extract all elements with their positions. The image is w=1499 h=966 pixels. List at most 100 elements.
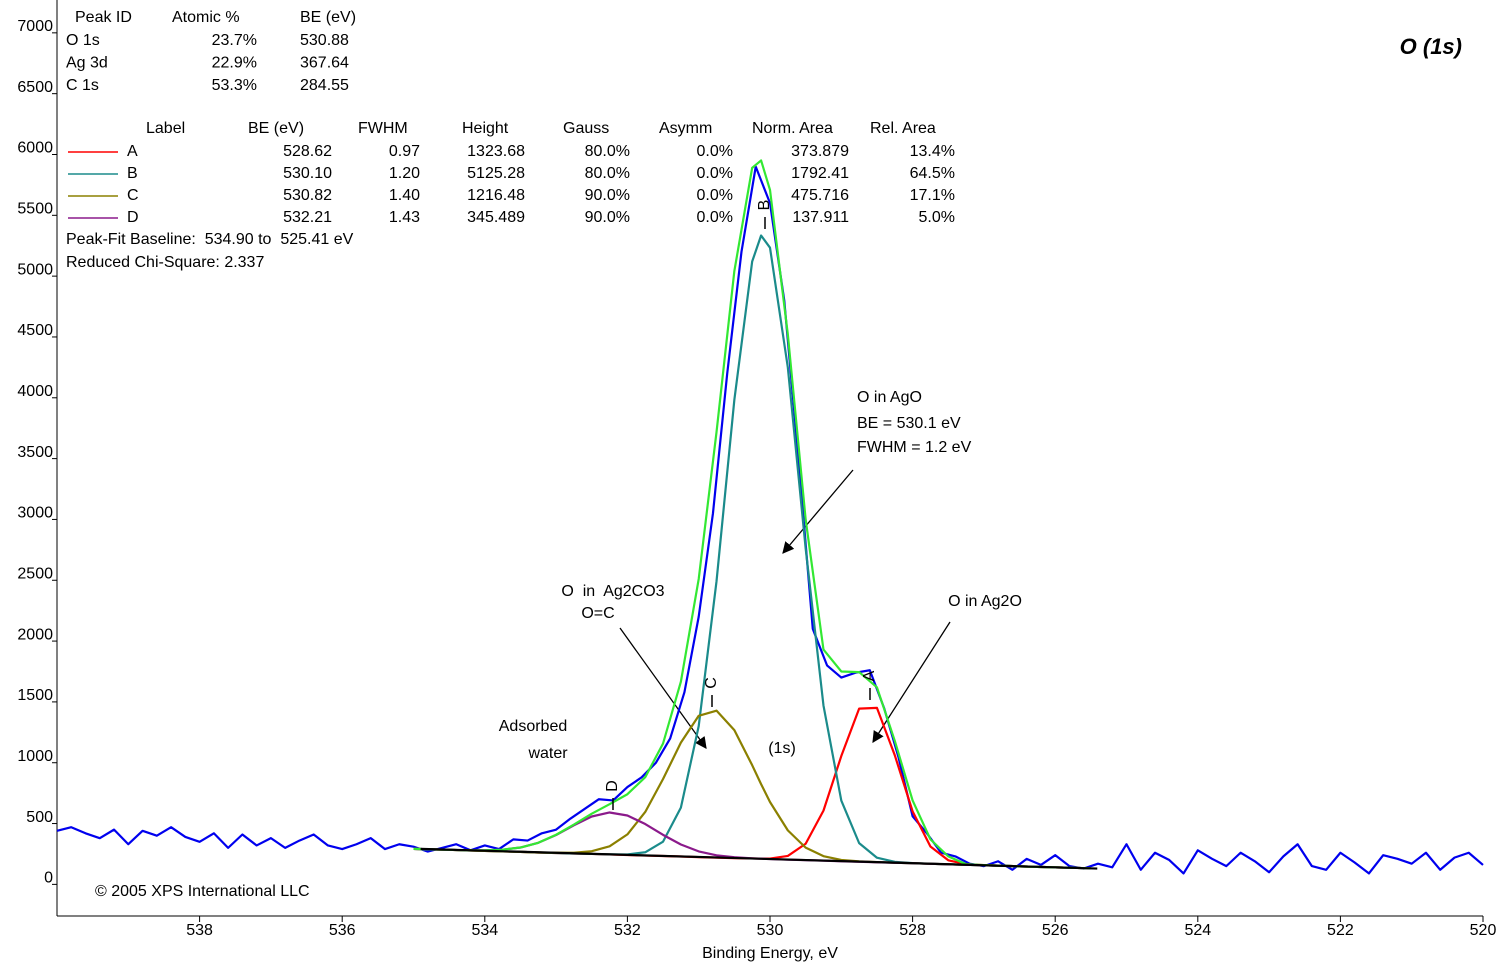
annotation: Adsorbed bbox=[499, 718, 568, 735]
table-cell: 53.3% bbox=[212, 77, 257, 94]
y-tick-label: 2500 bbox=[17, 565, 53, 582]
legend-label: C bbox=[127, 187, 139, 204]
annotation: O in AgO bbox=[857, 389, 922, 406]
y-tick-label: 1500 bbox=[17, 687, 53, 704]
table-cell: 137.911 bbox=[792, 209, 849, 226]
y-tick-label: 5500 bbox=[17, 201, 53, 218]
series-line bbox=[420, 847, 1098, 870]
y-tick-label: 4500 bbox=[17, 322, 53, 339]
annotation-arrow bbox=[872, 621, 951, 743]
annotation: (1s) bbox=[768, 740, 796, 757]
legend-label: D bbox=[127, 209, 139, 226]
annotation: water bbox=[527, 745, 568, 762]
x-tick-label: 530 bbox=[757, 922, 784, 939]
y-tick-label: 4000 bbox=[17, 383, 53, 400]
table-cell: 80.0% bbox=[585, 165, 630, 182]
table-cell: 5125.28 bbox=[467, 165, 525, 182]
table-cell: 5.0% bbox=[919, 209, 955, 226]
y-tick-label: 6000 bbox=[17, 140, 53, 157]
table-cell: 13.4% bbox=[910, 143, 955, 160]
table-cell: 530.82 bbox=[283, 187, 332, 204]
peak-marker: B bbox=[756, 200, 773, 211]
y-tick-label: 3500 bbox=[17, 444, 53, 461]
table-cell: 530.88 bbox=[300, 32, 349, 49]
y-tick-label: 0 bbox=[44, 870, 53, 887]
table-header: BE (eV) bbox=[300, 9, 356, 26]
table-header: Rel. Area bbox=[870, 120, 936, 137]
table-cell: 23.7% bbox=[212, 32, 257, 49]
y-tick-label: 6500 bbox=[17, 79, 53, 96]
table-header: Label bbox=[146, 120, 185, 137]
table-cell: 532.21 bbox=[283, 209, 332, 226]
chart-title: O (1s) bbox=[1400, 34, 1462, 59]
annotation: FWHM = 1.2 eV bbox=[857, 439, 972, 456]
x-tick-label: 524 bbox=[1184, 922, 1211, 939]
table-cell: 530.10 bbox=[283, 165, 332, 182]
table-cell: 0.0% bbox=[697, 143, 733, 160]
table-cell: 80.0% bbox=[585, 143, 630, 160]
table-cell: 373.879 bbox=[791, 143, 849, 160]
peak-marker: C bbox=[703, 677, 720, 689]
legend-label: A bbox=[127, 143, 138, 160]
table-cell: 284.55 bbox=[300, 77, 349, 94]
table-cell: 0.97 bbox=[389, 143, 420, 160]
table-header: FWHM bbox=[358, 120, 408, 137]
y-tick-label: 3000 bbox=[17, 505, 53, 522]
fit-note: Peak-Fit Baseline: 534.90 to 525.41 eV bbox=[66, 231, 354, 248]
annotation: O=C bbox=[581, 605, 614, 622]
table-cell: 528.62 bbox=[283, 143, 332, 160]
table-header: BE (eV) bbox=[248, 120, 304, 137]
table-cell: 1.20 bbox=[389, 165, 420, 182]
table-cell: C 1s bbox=[66, 77, 99, 94]
table-cell: 367.64 bbox=[300, 55, 349, 72]
table-cell: 90.0% bbox=[585, 187, 630, 204]
table-header: Peak ID bbox=[75, 9, 132, 26]
y-tick-label: 500 bbox=[26, 809, 53, 826]
x-tick-label: 528 bbox=[899, 922, 926, 939]
table-header: Asymm bbox=[659, 120, 712, 137]
copyright: © 2005 XPS International LLC bbox=[95, 883, 310, 900]
table-header: Norm. Area bbox=[752, 120, 833, 137]
x-tick-label: 526 bbox=[1042, 922, 1069, 939]
table-cell: 0.0% bbox=[697, 187, 733, 204]
table-cell: 1216.48 bbox=[467, 187, 525, 204]
fit-note: Reduced Chi-Square: 2.337 bbox=[66, 254, 264, 271]
series-line bbox=[56, 165, 1484, 875]
table-header: Height bbox=[462, 120, 509, 137]
annotation: O in Ag2CO3 bbox=[561, 583, 664, 600]
table-cell: 0.0% bbox=[697, 165, 733, 182]
table-cell: 1.43 bbox=[389, 209, 420, 226]
table-cell: 1.40 bbox=[389, 187, 420, 204]
y-tick-label: 1000 bbox=[17, 748, 53, 765]
table-header: Atomic % bbox=[172, 9, 240, 26]
y-tick-label: 2000 bbox=[17, 626, 53, 643]
annotation-arrow bbox=[782, 469, 854, 554]
table-cell: 90.0% bbox=[585, 209, 630, 226]
table-cell: 1323.68 bbox=[467, 143, 525, 160]
table-cell: O 1s bbox=[66, 32, 100, 49]
x-tick-label: 534 bbox=[471, 922, 498, 939]
table-cell: 64.5% bbox=[910, 165, 955, 182]
table-cell: 17.1% bbox=[910, 187, 955, 204]
annotation: BE = 530.1 eV bbox=[857, 415, 961, 432]
x-tick-label: 538 bbox=[186, 922, 213, 939]
legend-label: B bbox=[127, 165, 138, 182]
table-cell: 0.0% bbox=[697, 209, 733, 226]
table-header: Gauss bbox=[563, 120, 609, 137]
annotation: O in Ag2O bbox=[948, 593, 1022, 610]
x-tick-label: 520 bbox=[1470, 922, 1497, 939]
y-tick-label: 7000 bbox=[17, 18, 53, 35]
x-tick-label: 532 bbox=[614, 922, 641, 939]
table-cell: Ag 3d bbox=[66, 55, 108, 72]
y-tick-label: 5000 bbox=[17, 261, 53, 278]
x-tick-label: 536 bbox=[329, 922, 356, 939]
table-cell: 345.489 bbox=[467, 209, 525, 226]
peak-marker: D bbox=[604, 780, 621, 792]
x-axis-label: Binding Energy, eV bbox=[702, 945, 838, 962]
x-tick-label: 522 bbox=[1327, 922, 1354, 939]
peak-marker: A bbox=[861, 670, 878, 681]
series-line bbox=[413, 234, 1091, 870]
table-cell: 22.9% bbox=[212, 55, 257, 72]
table-cell: 475.716 bbox=[791, 187, 849, 204]
